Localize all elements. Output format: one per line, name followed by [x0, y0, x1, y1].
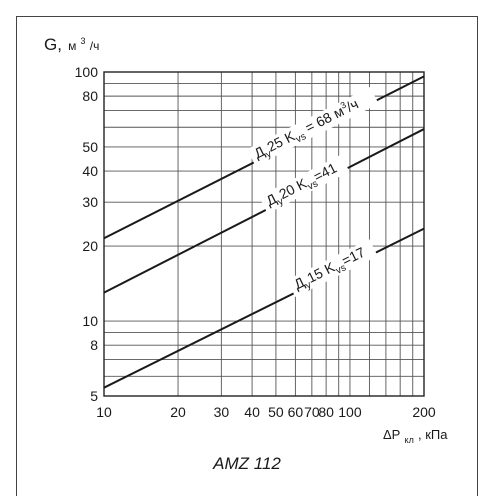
plot-border	[103, 71, 425, 397]
chart-frame	[16, 16, 478, 496]
series-label: Ду25 Kvs = 68 м3/ч	[251, 95, 363, 165]
series-label: Ду20 Kvs=41	[263, 159, 341, 212]
series-label-part: vs	[306, 178, 320, 192]
y-tick-label: 5	[90, 388, 98, 404]
series-line	[103, 227, 425, 389]
series-label: Ду15 Kvs=17	[291, 244, 369, 296]
y-tick-label: 8	[90, 337, 98, 353]
y-axis-title-unit-rest: /ч	[90, 39, 100, 53]
x-axis-title: ΔP кл , кПа	[383, 426, 448, 447]
x-tick-label: 30	[214, 404, 230, 420]
x-tick-label: 100	[338, 404, 362, 420]
y-axis-title-unit-sup: 3	[81, 36, 86, 46]
x-tick-label: 200	[412, 404, 436, 420]
series-label-bg	[258, 154, 350, 214]
y-tick-label: 80	[82, 88, 98, 104]
chart-caption: AMZ 112	[213, 454, 281, 473]
x-tick-label: 20	[170, 404, 186, 420]
x-tick-label: 10	[96, 404, 112, 420]
minor-grid	[103, 71, 425, 397]
y-axis-title-main: G,	[44, 35, 62, 54]
x-tick-label: 80	[318, 404, 334, 420]
x-axis-title-rest: , кПа	[418, 427, 448, 442]
y-tick-label: 30	[82, 194, 98, 210]
x-axis-title-sub: кл	[405, 435, 414, 445]
y-tick-label: 100	[75, 64, 99, 80]
x-tick-label: 70	[304, 404, 320, 420]
series-label-part: vs	[294, 131, 308, 145]
y-tick-labels: 5 8 10 20 30 40 50 80 100	[75, 64, 99, 404]
y-tick-label: 10	[82, 313, 98, 329]
x-axis-title-main: ΔP	[383, 427, 400, 442]
series-label-part: = 68 м	[299, 103, 346, 138]
series-label-bg	[246, 86, 379, 167]
series-label-backgrounds	[246, 86, 379, 298]
series-label-part: у	[276, 196, 285, 208]
y-tick-label: 50	[82, 139, 98, 155]
y-tick-label: 40	[82, 163, 98, 179]
series-label-part: у	[304, 280, 313, 292]
series-line	[103, 128, 425, 294]
x-tick-label: 50	[268, 404, 284, 420]
x-tick-label: 40	[244, 404, 260, 420]
series-label-part: у	[264, 149, 273, 161]
series-label-part: 3	[339, 100, 348, 111]
y-tick-label: 20	[82, 238, 98, 254]
major-grid	[103, 71, 425, 397]
series-label-bg	[286, 239, 378, 298]
series-label-part: vs	[334, 262, 348, 276]
x-tick-label: 60	[288, 404, 304, 420]
y-axis-title: G, м 3 /ч	[44, 31, 99, 54]
series-lines	[103, 75, 425, 389]
y-axis-title-unit-base: м	[68, 39, 76, 53]
